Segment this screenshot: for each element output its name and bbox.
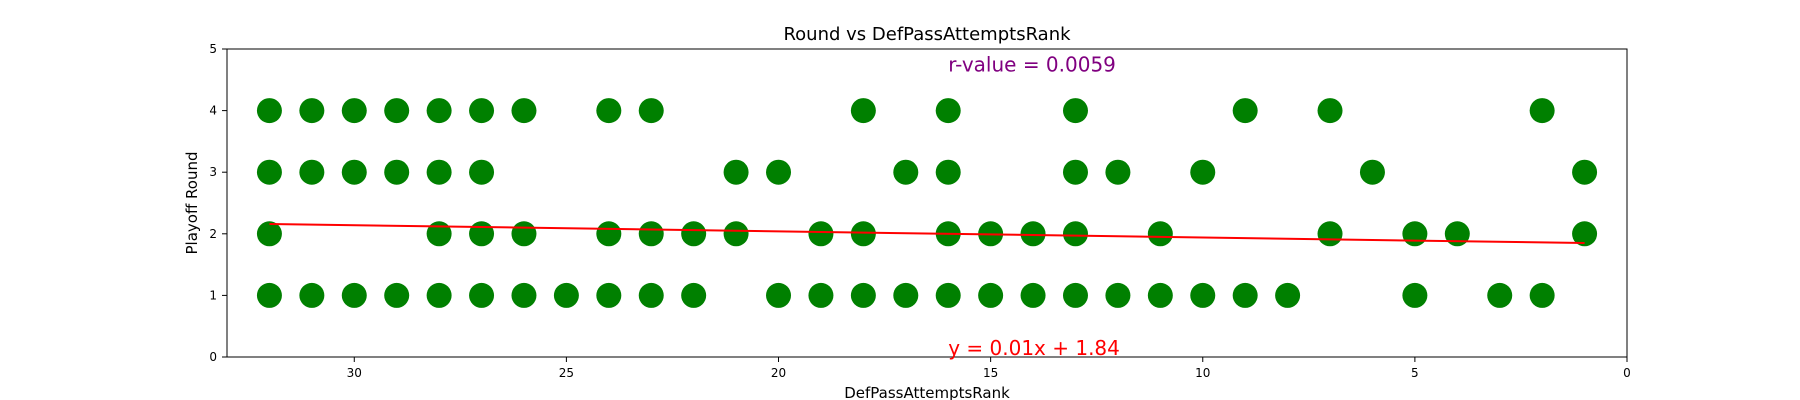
data-point [1190, 282, 1216, 308]
x-tick-label: 15 [983, 366, 998, 380]
data-point [426, 282, 452, 308]
data-point [1020, 221, 1046, 247]
data-point [511, 221, 537, 247]
data-point [596, 282, 622, 308]
data-point [426, 221, 452, 247]
data-point [299, 98, 325, 124]
data-point [1317, 98, 1343, 124]
data-point [893, 282, 919, 308]
y-axis-label: Playoff Round [183, 151, 201, 254]
data-point [553, 282, 579, 308]
data-point [256, 98, 282, 124]
data-point [766, 282, 792, 308]
data-point [850, 221, 876, 247]
data-point [935, 98, 961, 124]
data-point [1572, 221, 1598, 247]
data-point [1020, 282, 1046, 308]
data-point [1317, 221, 1343, 247]
y-tick-label: 2 [209, 227, 217, 241]
data-point [1232, 282, 1258, 308]
points-layer [256, 98, 1598, 308]
x-tick-label: 25 [559, 366, 574, 380]
y-tick-label: 4 [209, 104, 217, 118]
data-point [596, 98, 622, 124]
data-point [1190, 159, 1216, 185]
data-point [426, 159, 452, 185]
data-point [1275, 282, 1301, 308]
data-point [1402, 282, 1428, 308]
data-point [1529, 98, 1555, 124]
data-point [935, 282, 961, 308]
data-point [681, 282, 707, 308]
data-point [638, 221, 664, 247]
data-point [469, 98, 495, 124]
data-point [893, 159, 919, 185]
data-point [766, 159, 792, 185]
data-point [850, 98, 876, 124]
x-tick-label: 5 [1411, 366, 1419, 380]
data-point [1147, 282, 1173, 308]
data-point [596, 221, 622, 247]
data-point [808, 282, 834, 308]
data-point [1062, 98, 1088, 124]
y-tick-label: 0 [209, 350, 217, 364]
data-point [1529, 282, 1555, 308]
data-point [1359, 159, 1385, 185]
data-point [341, 98, 367, 124]
data-point [341, 159, 367, 185]
data-point [469, 282, 495, 308]
y-tick-label: 3 [209, 165, 217, 179]
data-point [935, 159, 961, 185]
data-point [256, 282, 282, 308]
trendline [269, 222, 1585, 245]
data-point [1105, 159, 1131, 185]
data-point [341, 282, 367, 308]
y-tick-label: 5 [209, 42, 217, 56]
r-value-annotation: r-value = 0.0059 [948, 52, 1116, 76]
data-point [638, 282, 664, 308]
data-point [1147, 221, 1173, 247]
data-point [723, 221, 749, 247]
data-point [469, 159, 495, 185]
data-point [1402, 221, 1428, 247]
data-point [1062, 221, 1088, 247]
data-point [1062, 282, 1088, 308]
data-point [1105, 282, 1131, 308]
data-point [256, 221, 282, 247]
data-point [1062, 159, 1088, 185]
x-tick-label: 0 [1623, 366, 1631, 380]
plot-frame [226, 48, 1628, 358]
data-point [978, 282, 1004, 308]
y-axis-ticks: 0 1 2 3 4 5 [209, 42, 227, 364]
data-point [256, 159, 282, 185]
x-axis-label: DefPassAttemptsRank [844, 384, 1010, 400]
data-point [1487, 282, 1513, 308]
x-tick-label: 10 [1195, 366, 1210, 380]
data-point [384, 282, 410, 308]
data-point [1232, 98, 1258, 124]
data-point [511, 98, 537, 124]
y-tick-label: 1 [209, 288, 217, 302]
data-point [426, 98, 452, 124]
x-tick-label: 30 [347, 366, 362, 380]
data-point [638, 98, 664, 124]
equation-annotation: y = 0.01x + 1.84 [948, 336, 1120, 360]
data-point [1444, 221, 1470, 247]
data-point [850, 282, 876, 308]
data-point [299, 282, 325, 308]
data-point [384, 98, 410, 124]
data-point [681, 221, 707, 247]
data-point [723, 159, 749, 185]
data-point [511, 282, 537, 308]
data-point [299, 159, 325, 185]
data-point [469, 221, 495, 247]
data-point [808, 221, 834, 247]
data-point [1572, 159, 1598, 185]
x-axis-ticks: 30 25 20 15 10 5 0 [347, 357, 1631, 380]
chart-title: Round vs DefPassAttemptsRank [783, 24, 1071, 45]
x-tick-label: 20 [771, 366, 786, 380]
data-point [384, 159, 410, 185]
